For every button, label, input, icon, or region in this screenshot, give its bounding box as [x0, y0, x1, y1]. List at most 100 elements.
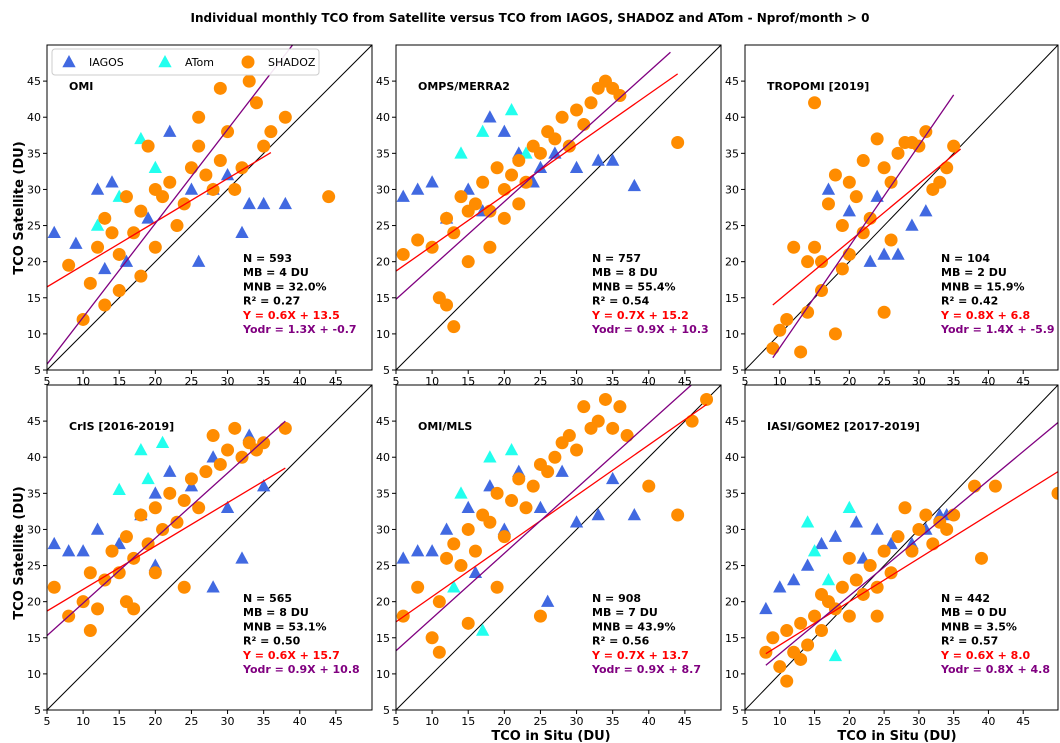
point-iagos: [773, 580, 787, 593]
x-tick-label: 40: [642, 375, 656, 388]
y-tick-label: 20: [27, 596, 41, 609]
point-shadoz: [856, 226, 870, 240]
plot-area: [47, 385, 372, 710]
plot-area: [745, 45, 1058, 370]
y-tick-label: 35: [725, 147, 739, 160]
x-tick-label: 40: [981, 715, 995, 728]
point-shadoz: [671, 136, 685, 149]
x-tick-label: 15: [461, 715, 475, 728]
point-shadoz: [863, 559, 877, 573]
y-tick-label: 45: [27, 415, 41, 428]
point-iagos: [849, 515, 863, 528]
point-iagos: [163, 124, 177, 137]
point-shadoz: [835, 580, 849, 594]
point-iagos: [870, 189, 884, 202]
point-iagos: [411, 182, 425, 195]
plot-area: [745, 385, 1058, 710]
x-tick-label: 20: [148, 715, 162, 728]
point-shadoz: [199, 465, 213, 479]
x-tick-label: 25: [877, 715, 891, 728]
stat-mnb: MNB = 53.1%: [243, 620, 327, 633]
point-iagos: [541, 594, 555, 607]
odr-line: [47, 45, 294, 365]
point-atom: [134, 443, 148, 456]
point-shadoz: [170, 219, 184, 233]
legend-marker-iagos: [62, 55, 76, 68]
point-shadoz: [249, 96, 263, 110]
x-tick-label: 25: [184, 375, 198, 388]
point-shadoz: [884, 175, 898, 189]
point-iagos: [814, 536, 829, 550]
point-iagos: [800, 558, 815, 571]
point-shadoz: [141, 139, 155, 153]
point-iagos: [47, 536, 61, 550]
point-shadoz: [98, 211, 112, 225]
point-shadoz: [598, 392, 612, 406]
point-shadoz: [801, 638, 815, 652]
point-shadoz: [105, 226, 119, 240]
legend-label-atom: ATom: [185, 56, 214, 69]
point-iagos: [425, 175, 439, 188]
point-shadoz: [926, 537, 940, 551]
point-shadoz: [919, 508, 933, 522]
point-iagos: [821, 182, 836, 195]
point-shadoz: [134, 269, 148, 283]
y-axis-label-bottom: TCO Satellite (DU): [12, 486, 27, 619]
point-iagos: [497, 124, 511, 137]
point-shadoz: [76, 312, 90, 326]
point-shadoz: [112, 247, 126, 261]
stat-r2: R² = 0.42: [941, 295, 998, 308]
point-atom: [807, 544, 822, 557]
point-iagos: [220, 500, 235, 514]
y-tick-label: 10: [376, 668, 390, 681]
point-shadoz: [235, 161, 249, 175]
point-shadoz: [620, 429, 634, 443]
point-iagos: [235, 551, 249, 564]
point-shadoz: [541, 465, 555, 479]
stat-mb: MB = 7 DU: [592, 606, 658, 619]
point-atom: [112, 482, 126, 495]
x-tick-label: 30: [221, 375, 235, 388]
y-tick-label: 10: [725, 328, 739, 341]
stat-fit-equation: Y = 0.7X + 15.2: [591, 309, 689, 322]
y-tick-label: 30: [725, 183, 739, 196]
odr-line: [772, 94, 955, 359]
stat-r2: R² = 0.50: [243, 635, 301, 648]
point-shadoz: [533, 609, 547, 623]
point-shadoz: [828, 327, 842, 341]
point-shadoz: [700, 392, 714, 406]
y-tick-label: 5: [732, 704, 739, 717]
point-shadoz: [163, 175, 177, 189]
point-shadoz: [773, 660, 787, 674]
odr-line: [765, 422, 1058, 666]
point-iagos: [235, 225, 249, 239]
point-shadoz: [794, 652, 808, 666]
point-shadoz: [849, 573, 863, 587]
point-shadoz: [440, 551, 454, 565]
point-shadoz: [476, 175, 490, 189]
point-shadoz: [773, 323, 787, 337]
point-iagos: [62, 544, 76, 557]
stat-n: N = 442: [941, 592, 990, 605]
point-iagos: [569, 160, 584, 174]
point-shadoz: [606, 421, 620, 435]
point-shadoz: [497, 182, 511, 196]
x-tick-label: 10: [773, 375, 787, 388]
point-shadoz: [490, 486, 504, 500]
point-shadoz: [264, 125, 278, 139]
x-tick-label: 40: [293, 715, 307, 728]
x-axis-label-middle: TCO in Situ (DU): [491, 729, 610, 743]
y-tick-label: 5: [383, 364, 390, 377]
point-iagos: [396, 551, 410, 564]
identity-line: [47, 45, 372, 370]
point-shadoz: [257, 436, 271, 450]
y-tick-label: 5: [34, 704, 41, 717]
y-tick-label: 45: [725, 415, 739, 428]
plot-area: [47, 45, 372, 370]
point-iagos: [206, 580, 220, 593]
point-shadoz: [432, 595, 446, 609]
point-shadoz: [461, 522, 475, 536]
point-shadoz: [842, 247, 856, 261]
point-shadoz: [548, 450, 562, 464]
